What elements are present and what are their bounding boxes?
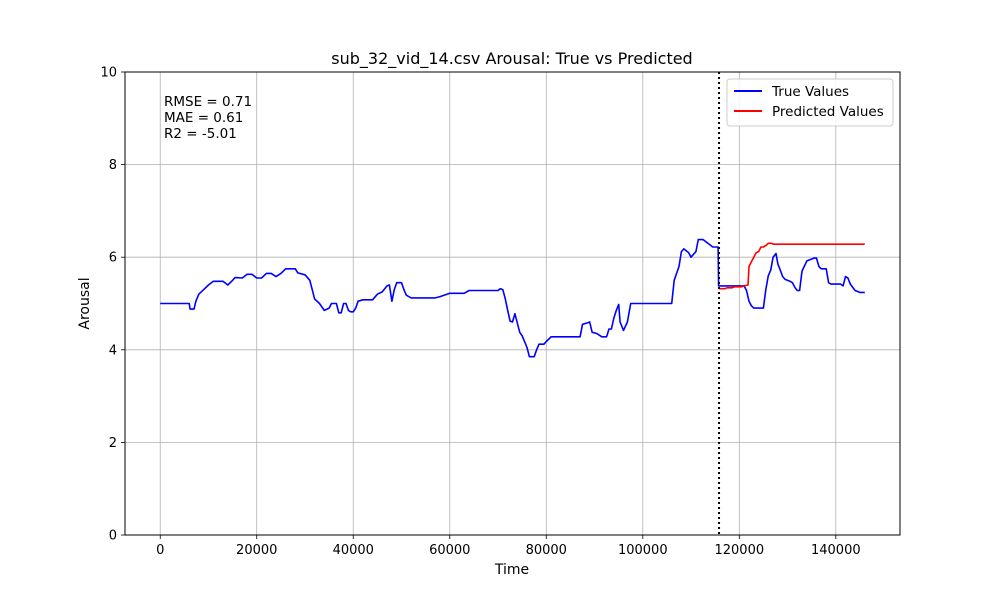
rmse-text: RMSE = 0.71 — [164, 94, 252, 110]
x-tick-label: 20000 — [236, 543, 277, 558]
x-tick-label: 40000 — [333, 543, 374, 558]
legend-box — [726, 78, 894, 127]
y-tick-label: 2 — [109, 436, 117, 451]
x-tick-label: 0 — [156, 543, 164, 558]
y-tick-label: 8 — [109, 158, 117, 173]
metrics-annotation: RMSE = 0.71 MAE = 0.61 R2 = -5.01 — [164, 94, 252, 142]
series-line-true-values — [160, 238, 865, 358]
series-lines — [160, 238, 865, 358]
r2-text: R2 = -5.01 — [164, 126, 237, 142]
y-tick-label: 10 — [100, 66, 117, 81]
legend: True Values Predicted Values — [726, 78, 894, 127]
legend-label-true-values: True Values — [771, 84, 849, 100]
x-tick-label: 120000 — [714, 543, 764, 558]
plot-area-frame — [124, 71, 901, 536]
series-line-predicted-values — [718, 242, 865, 290]
grid-lines — [125, 71, 900, 536]
y-tick-label: 6 — [109, 251, 117, 266]
x-tick-label: 140000 — [811, 543, 861, 558]
mae-text: MAE = 0.61 — [164, 110, 243, 126]
legend-label-predicted-values: Predicted Values — [772, 104, 884, 120]
y-axis-label: Arousal — [77, 277, 93, 329]
x-tick-label: 100000 — [618, 543, 668, 558]
y-tick-label: 4 — [109, 343, 117, 358]
axis-ticks: 0 20000 40000 60000 80000 100000 120000 140000 0… — [100, 66, 860, 559]
x-tick-label: 60000 — [429, 543, 470, 558]
chart-title: sub_32_vid_14.csv Arousal: True vs Predi… — [331, 49, 692, 69]
x-tick-label: 80000 — [526, 543, 567, 558]
y-tick-label: 0 — [109, 529, 117, 544]
x-axis-label: Time — [494, 562, 529, 578]
